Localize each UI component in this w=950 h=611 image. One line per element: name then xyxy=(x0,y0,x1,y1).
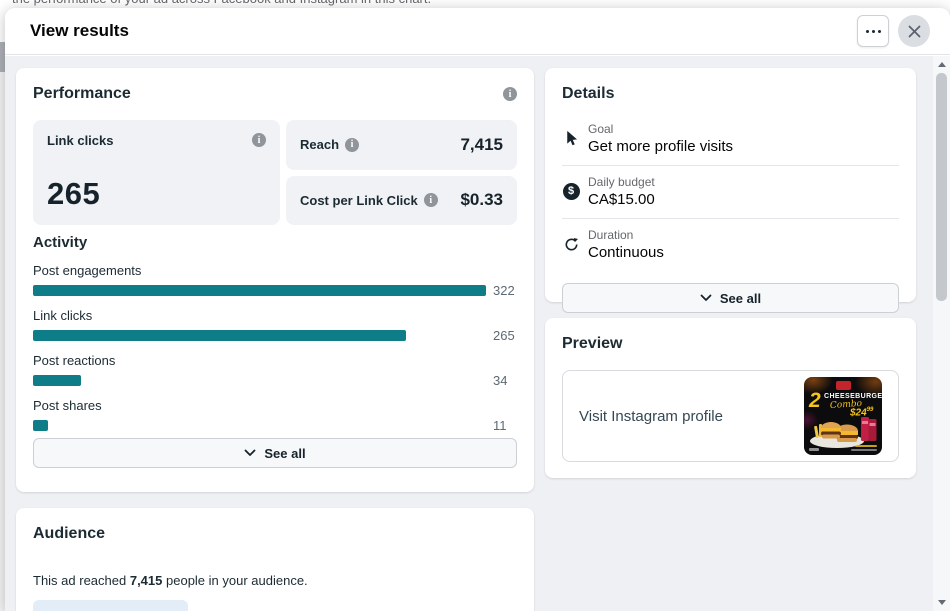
audience-card: Audience This ad reached 7,415 people in… xyxy=(16,508,534,611)
audience-reach-value: 7,415 xyxy=(129,573,163,588)
detail-row-duration: Duration Continuous xyxy=(562,219,899,271)
link-clicks-label: Link clicks xyxy=(47,133,114,148)
brand-logo xyxy=(836,381,851,390)
dialog-title: View results xyxy=(30,21,129,40)
cost-per-click-label: Cost per Link Click xyxy=(300,192,418,208)
performance-title: Performance xyxy=(33,85,131,102)
activity-bar-row: Post shares 11 xyxy=(33,398,517,433)
view-results-dialog: View results Performance i Link clicks xyxy=(5,8,950,611)
duration-value: Continuous xyxy=(588,244,664,261)
reach-label: Reach xyxy=(300,137,340,153)
daily-budget-value: CA$15.00 xyxy=(588,191,655,208)
dollar-icon: $ xyxy=(562,182,580,200)
scrollbar-thumb[interactable] xyxy=(936,73,947,301)
cursor-icon xyxy=(566,130,577,145)
performance-info-icon[interactable]: i xyxy=(503,87,517,101)
details-title: Details xyxy=(562,85,615,102)
detail-row-daily-budget: $ Daily budget CA$15.00 xyxy=(562,166,899,219)
performance-card: Performance i Link clicks i 265 Reach i xyxy=(16,68,534,492)
ad-thumbnail-image: 2 CHEESEBURGER Combo $2499 xyxy=(804,377,882,455)
preview-link-label: Visit Instagram profile xyxy=(579,407,723,425)
bar-label: Link clicks xyxy=(33,308,93,323)
bar-post-shares xyxy=(33,420,49,431)
preview-title: Preview xyxy=(562,335,623,352)
background-page-text: the performance of your ad across Facebo… xyxy=(12,0,431,6)
thumbnail-footer-mark xyxy=(809,448,819,451)
bar-label: Post engagements xyxy=(33,263,142,278)
thumbnail-footer-phone xyxy=(855,444,877,447)
metric-tiles: Link clicks i 265 Reach i 7,415 xyxy=(33,120,517,225)
activity-bar-row: Post engagements 322 xyxy=(33,263,517,298)
link-clicks-tile: Link clicks i 265 xyxy=(33,120,280,225)
dialog-header: View results xyxy=(5,8,950,55)
daily-budget-label: Daily budget xyxy=(588,175,655,189)
thumbnail-footer-url xyxy=(851,449,877,451)
bar-value: 34 xyxy=(493,373,508,388)
audience-tab-button[interactable] xyxy=(33,600,188,611)
bar-value: 11 xyxy=(493,418,507,433)
bar-label: Post reactions xyxy=(33,353,116,368)
audience-summary: This ad reached 7,415 people in your aud… xyxy=(33,573,308,588)
reach-info-icon[interactable]: i xyxy=(345,137,360,152)
bar-value: 265 xyxy=(493,328,515,343)
link-clicks-value: 265 xyxy=(47,176,101,211)
bar-value: 322 xyxy=(493,283,515,298)
activity-section: Activity Post engagements 322 Link click… xyxy=(33,234,517,443)
goal-value: Get more profile visits xyxy=(588,138,734,155)
see-all-label: See all xyxy=(264,445,306,461)
audience-title: Audience xyxy=(33,525,106,542)
sync-icon xyxy=(565,237,578,250)
chevron-down-icon xyxy=(244,449,256,456)
activity-bar-row: Link clicks 265 xyxy=(33,308,517,343)
thumbnail-price: $2499 xyxy=(850,407,874,419)
activity-bar-row: Post reactions 34 xyxy=(33,353,517,388)
close-button[interactable] xyxy=(898,15,930,47)
more-options-button[interactable] xyxy=(857,15,889,47)
details-card: Details Goal Get more profile visits xyxy=(545,68,916,313)
preview-card: Preview Visit Instagram profile 2 CHEESE… xyxy=(545,318,916,478)
reach-value: 7,415 xyxy=(460,134,503,154)
see-all-label: See all xyxy=(719,290,762,306)
background-page-strip xyxy=(0,72,5,611)
activity-title: Activity xyxy=(33,234,88,251)
reach-tile: Reach i 7,415 xyxy=(286,120,517,170)
cost-per-click-tile: Cost per Link Click i $0.33 xyxy=(286,175,517,225)
scrollbar-down-arrow[interactable] xyxy=(933,594,950,611)
duration-label: Duration xyxy=(588,228,634,242)
close-icon xyxy=(908,25,920,37)
performance-see-all-button[interactable]: See all xyxy=(33,438,517,468)
cost-per-click-value: $0.33 xyxy=(460,190,503,210)
thumbnail-number: 2 xyxy=(809,389,821,412)
bar-post-engagements xyxy=(33,285,486,296)
cost-per-click-info-icon[interactable]: i xyxy=(423,193,438,208)
goal-label: Goal xyxy=(588,122,614,136)
burger-illustration xyxy=(810,417,877,448)
bar-link-clicks xyxy=(33,330,406,341)
bar-label: Post shares xyxy=(33,398,102,413)
link-clicks-info-icon[interactable]: i xyxy=(252,133,266,147)
vertical-scrollbar[interactable] xyxy=(933,56,950,611)
detail-row-goal: Goal Get more profile visits xyxy=(562,113,899,166)
bar-post-reactions xyxy=(33,375,81,386)
thumbnail-headline: CHEESEBURGER xyxy=(824,393,882,400)
scrollbar-up-arrow[interactable] xyxy=(933,56,950,73)
preview-item[interactable]: Visit Instagram profile 2 CHEESEBURGER C… xyxy=(562,370,899,462)
details-see-all-button[interactable]: See all xyxy=(562,283,899,313)
ellipsis-icon xyxy=(865,29,881,33)
chevron-down-icon xyxy=(700,294,712,301)
dialog-body: Performance i Link clicks i 265 Reach i xyxy=(5,56,950,611)
background-page-fragment xyxy=(0,42,5,72)
